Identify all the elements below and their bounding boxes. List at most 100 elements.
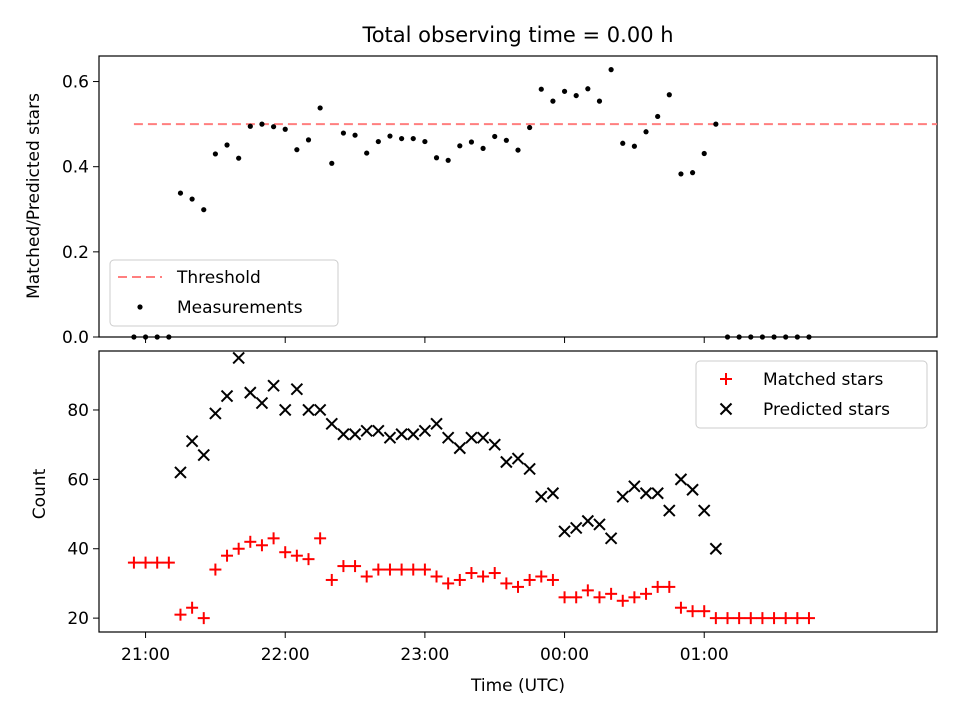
matched-star-point xyxy=(535,570,548,583)
bottom-x-axis: 21:00 22:00 23:00 00:00 01:00 xyxy=(121,632,729,665)
bottom-x-tick-label: 21:00 xyxy=(121,645,170,665)
predicted-star-point xyxy=(244,386,257,399)
measurement-point xyxy=(177,190,184,196)
matched-star-point xyxy=(360,570,373,583)
top-y-axis-label: Matched/Predicted stars xyxy=(24,93,44,299)
matched-star-point xyxy=(383,563,396,576)
matched-star-point xyxy=(244,535,257,548)
measurement-point xyxy=(364,150,370,156)
matched-star-point xyxy=(488,567,501,580)
bottom-legend-box xyxy=(695,360,928,429)
measurement-point xyxy=(573,92,579,99)
predicted-star-point xyxy=(709,542,723,555)
matched-star-point xyxy=(279,546,292,559)
matched-star-point xyxy=(349,560,362,573)
measurement-point xyxy=(189,196,195,202)
matched-star-point xyxy=(558,591,571,604)
matched-star-point xyxy=(442,577,455,590)
predicted-star-point xyxy=(663,504,676,517)
measurement-point xyxy=(503,137,509,143)
predicted-star-point xyxy=(511,452,525,465)
predicted-star-point xyxy=(686,483,699,496)
predicted-star-point xyxy=(395,428,408,441)
matched-star-point xyxy=(733,612,746,625)
measurement-point xyxy=(585,86,591,92)
matched-star-point xyxy=(477,570,490,583)
predicted-star-point xyxy=(465,431,478,444)
predicted-star-point xyxy=(290,382,304,396)
top-y-tick-label: 0.0 xyxy=(62,328,89,348)
matched-star-point xyxy=(162,556,175,569)
predicted-star-point xyxy=(185,434,199,448)
measurement-point xyxy=(608,67,614,73)
bottom-plot-frame xyxy=(98,350,938,633)
matched-star-point xyxy=(744,612,757,625)
top-y-tick-label: 0.6 xyxy=(62,73,89,93)
measurement-point xyxy=(515,147,521,153)
matched-star-point xyxy=(174,608,187,621)
measurement-point xyxy=(236,155,242,161)
measurement-point xyxy=(561,88,568,94)
matched-star-point xyxy=(802,612,815,625)
legend-matched-swatch xyxy=(720,373,732,385)
measurement-point xyxy=(538,86,544,92)
predicted-star-point xyxy=(325,417,338,431)
measurement-point xyxy=(550,98,556,104)
measurement-point xyxy=(783,334,789,340)
matched-star-point xyxy=(197,612,210,625)
measurement-point xyxy=(666,92,672,98)
predicted-star-point xyxy=(430,417,443,431)
measurement-point xyxy=(433,155,440,161)
predicted-star-point xyxy=(418,424,432,437)
predicted-star-point xyxy=(453,441,467,455)
bottom-y-tick-label: 20 xyxy=(67,609,89,629)
matched-star-point xyxy=(372,563,385,576)
measurement-point xyxy=(375,138,381,145)
matched-star-point xyxy=(686,605,699,618)
measurement-point xyxy=(282,126,288,132)
matched-star-point xyxy=(756,612,769,625)
matched-star-point xyxy=(651,580,664,593)
measurement-point xyxy=(701,150,707,157)
bottom-y-axis: 20 40 60 80 xyxy=(67,401,99,629)
predicted-star-point xyxy=(604,532,618,545)
measurement-point xyxy=(387,133,393,139)
predicted-star-point xyxy=(255,396,269,410)
predicted-star-point xyxy=(441,431,455,444)
legend-predicted-label: Predicted stars xyxy=(763,400,890,420)
legend-predicted-marker xyxy=(719,402,733,416)
predicted-star-point xyxy=(616,490,629,503)
bottom-x-tick-label: 01:00 xyxy=(680,645,729,665)
measurement-point xyxy=(224,142,230,148)
bottom-y-tick-label: 40 xyxy=(67,540,89,560)
measurement-point xyxy=(294,147,300,153)
predicted-star-point xyxy=(628,480,641,493)
count-points xyxy=(127,351,815,625)
matched-star-point xyxy=(418,563,431,576)
top-legend: Threshold Measurements xyxy=(109,259,339,327)
matched-star-point xyxy=(663,580,676,593)
matched-star-point xyxy=(139,556,152,569)
matched-star-point xyxy=(581,584,594,597)
measurement-point xyxy=(643,129,649,135)
matched-star-point xyxy=(779,612,792,625)
predicted-star-point xyxy=(639,487,653,500)
matched-star-point xyxy=(407,563,420,576)
bottom-x-tick-label: 22:00 xyxy=(261,645,310,665)
measurement-point xyxy=(142,334,149,340)
matched-star-point xyxy=(151,556,164,569)
matched-star-point xyxy=(768,612,781,625)
measurement-point xyxy=(492,133,498,140)
matched-star-point xyxy=(430,570,443,583)
matched-star-point xyxy=(640,587,653,600)
top-legend-box xyxy=(109,259,339,327)
top-chart-title: Total observing time = 0.00 h xyxy=(361,23,673,47)
measurement-point xyxy=(655,113,661,120)
x-axis-label: Time (UTC) xyxy=(470,676,565,696)
predicted-star-point xyxy=(197,448,210,462)
legend-matched-label: Matched stars xyxy=(763,370,883,390)
measurement-point xyxy=(794,334,800,340)
predicted-star-point xyxy=(546,487,560,500)
matched-star-point xyxy=(186,601,199,614)
matched-star-point xyxy=(255,539,268,552)
